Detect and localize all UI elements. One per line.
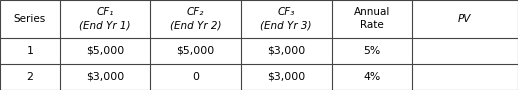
Text: 4%: 4% (363, 72, 380, 82)
Text: 5%: 5% (363, 46, 380, 56)
Text: Series: Series (13, 14, 46, 24)
Text: $3,000: $3,000 (86, 72, 124, 82)
Text: $5,000: $5,000 (177, 46, 214, 56)
Text: Annual
Rate: Annual Rate (353, 7, 390, 31)
Text: PV: PV (458, 14, 471, 24)
Text: CF₃
(End Yr 3): CF₃ (End Yr 3) (261, 7, 312, 31)
Text: CF₁
(End Yr 1): CF₁ (End Yr 1) (79, 7, 131, 31)
Text: 1: 1 (26, 46, 33, 56)
Text: $5,000: $5,000 (86, 46, 124, 56)
Text: $3,000: $3,000 (267, 72, 305, 82)
Text: 0: 0 (192, 72, 199, 82)
Text: CF₂
(End Yr 2): CF₂ (End Yr 2) (170, 7, 221, 31)
Text: 2: 2 (26, 72, 33, 82)
Text: $3,000: $3,000 (267, 46, 305, 56)
